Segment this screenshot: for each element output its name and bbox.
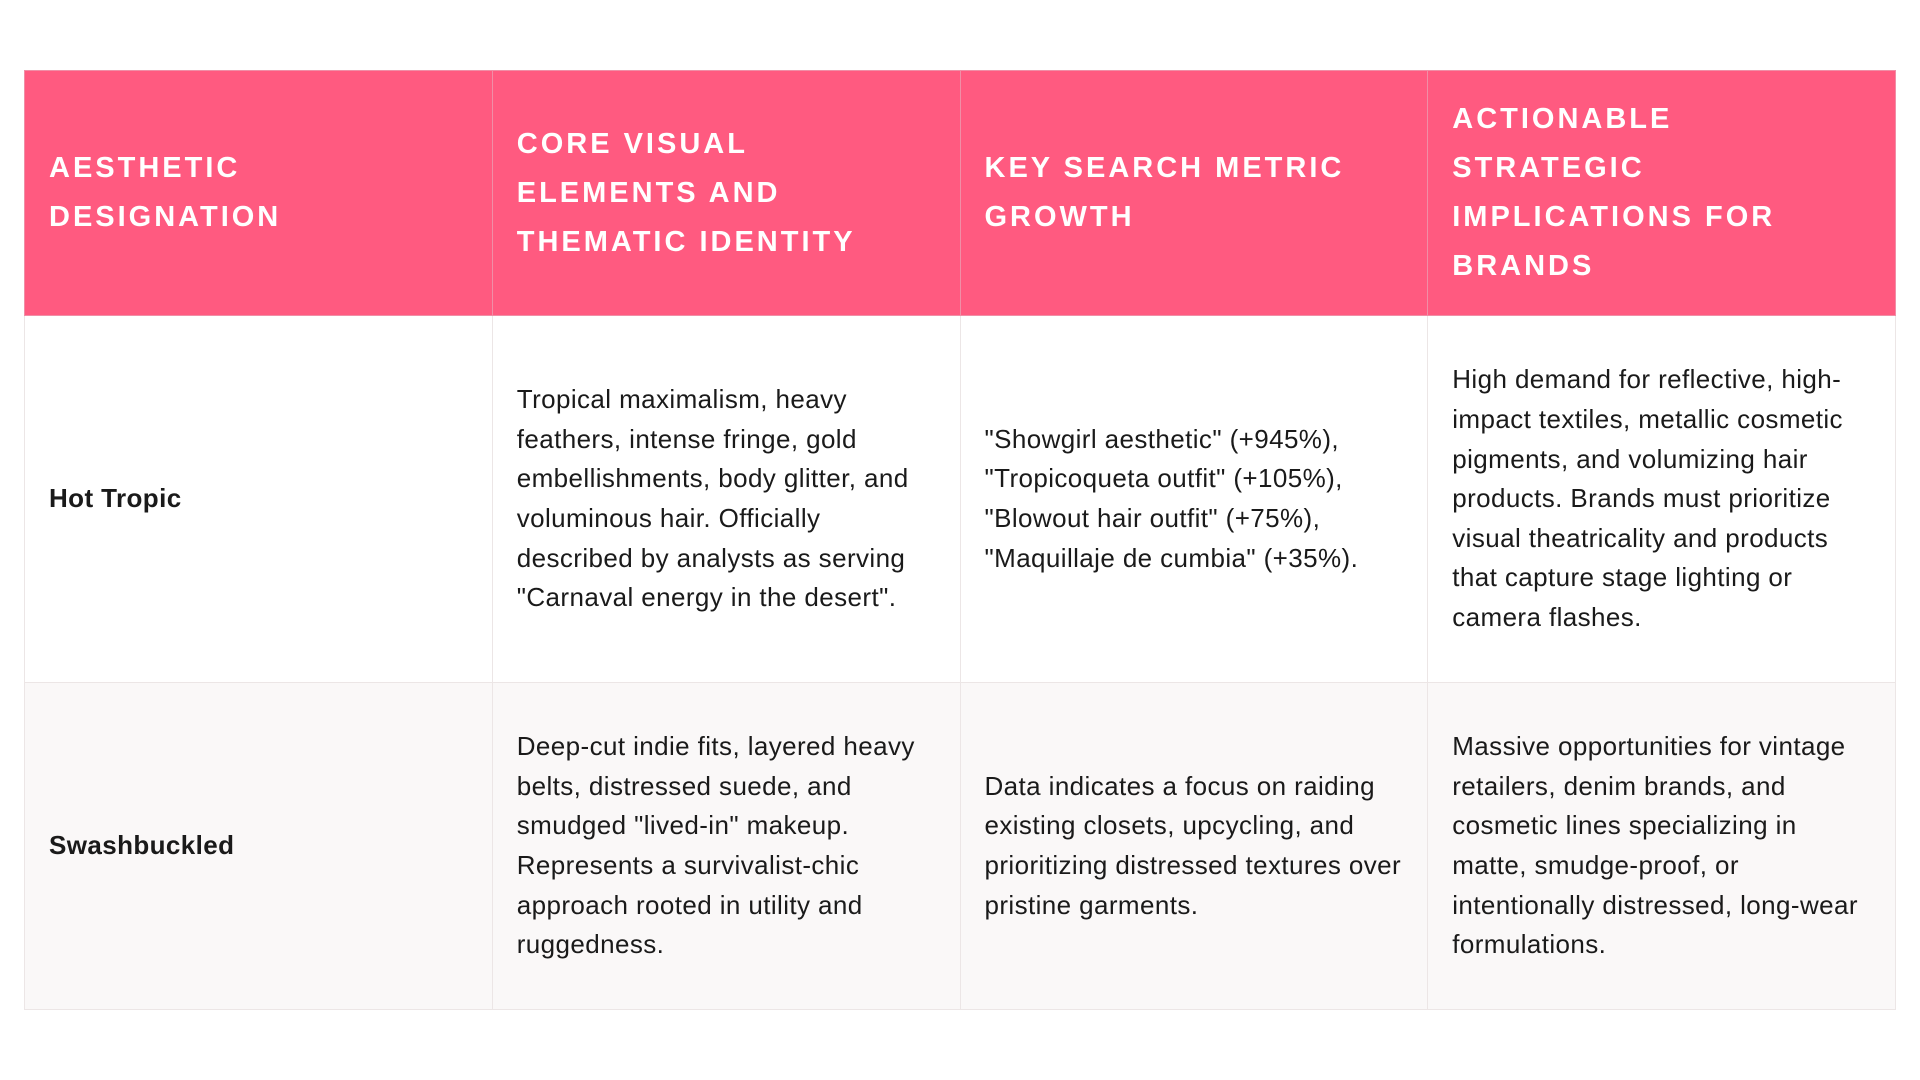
visual-elements: Deep-cut indie fits, layered heavy belts… [491, 682, 961, 1010]
aesthetic-name: Hot Tropic [24, 315, 493, 683]
search-metric: "Showgirl aesthetic" (+945%), "Tropicoqu… [959, 315, 1429, 683]
visual-elements: Tropical maximalism, heavy feathers, int… [491, 315, 961, 683]
aesthetic-name: Swashbuckled [24, 682, 493, 1010]
header-aesthetic-designation: Aesthetic Designation [24, 70, 493, 316]
header-strategic-implications: Actionable Strategic Implications for Br… [1427, 70, 1896, 316]
table-row: Swashbuckled Deep-cut indie fits, layere… [24, 682, 1896, 1010]
aesthetics-table: Aesthetic Designation Core Visual Elemen… [24, 70, 1896, 1010]
search-metric: Data indicates a focus on raiding existi… [959, 682, 1429, 1010]
header-row: Aesthetic Designation Core Visual Elemen… [24, 70, 1896, 316]
header-core-visual-elements: Core Visual Elements and Thematic Identi… [491, 70, 961, 316]
strategic-implications: Massive opportunities for vintage retail… [1427, 682, 1896, 1010]
table-row: Hot Tropic Tropical maximalism, heavy fe… [24, 315, 1896, 683]
strategic-implications: High demand for reflective, high-impact … [1427, 315, 1896, 683]
header-key-search-metric: Key Search Metric Growth [959, 70, 1429, 316]
